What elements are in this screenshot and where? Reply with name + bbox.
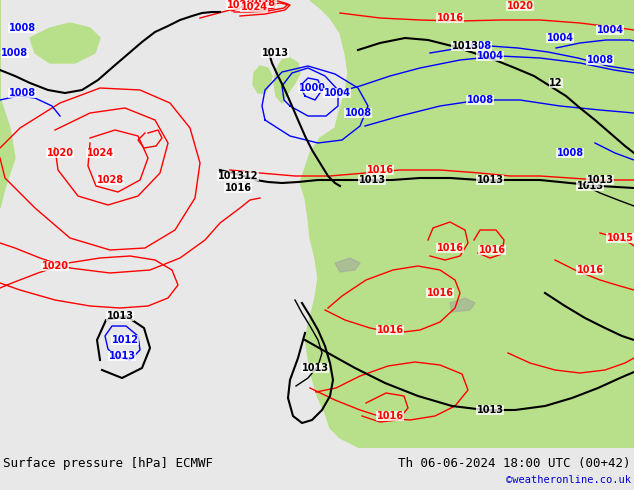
Text: 1016: 1016 [427, 288, 453, 298]
Text: 1016: 1016 [377, 411, 403, 421]
Text: 1016: 1016 [576, 265, 604, 275]
Text: 1008: 1008 [586, 55, 614, 65]
Text: 1008: 1008 [8, 23, 36, 33]
Text: 1008: 1008 [8, 88, 36, 98]
Polygon shape [253, 66, 272, 93]
Text: 1016: 1016 [479, 245, 505, 255]
Text: 1013: 1013 [358, 175, 385, 185]
Text: 1008: 1008 [344, 108, 372, 118]
Text: 1015: 1015 [607, 233, 633, 243]
Polygon shape [0, 0, 15, 208]
Text: Surface pressure [hPa] ECMWF: Surface pressure [hPa] ECMWF [3, 457, 213, 469]
Text: 1016: 1016 [366, 165, 394, 175]
Text: 1008: 1008 [1, 48, 29, 58]
Text: 1024: 1024 [240, 2, 268, 12]
Text: 1012: 1012 [112, 335, 138, 345]
Text: 1020: 1020 [46, 148, 74, 158]
Text: 1028: 1028 [249, 0, 276, 8]
Text: 1013: 1013 [451, 41, 479, 51]
Polygon shape [274, 58, 300, 103]
Text: 1028: 1028 [96, 175, 124, 185]
Text: 1013: 1013 [108, 351, 136, 361]
Text: 1008: 1008 [557, 148, 583, 158]
Text: 1016: 1016 [224, 183, 252, 193]
Text: 1013: 1013 [586, 175, 614, 185]
Text: 1004: 1004 [547, 33, 574, 43]
Text: 1004: 1004 [477, 51, 503, 61]
Text: 1016: 1016 [436, 243, 463, 253]
Text: ©weatheronline.co.uk: ©weatheronline.co.uk [506, 475, 631, 485]
Text: 1013: 1013 [261, 48, 288, 58]
Text: 1013: 1013 [477, 405, 503, 415]
Polygon shape [30, 23, 100, 63]
Text: 1020: 1020 [41, 261, 68, 271]
Text: 1020: 1020 [507, 1, 533, 11]
Polygon shape [300, 0, 634, 448]
Polygon shape [450, 298, 475, 312]
Text: 1013: 1013 [107, 311, 134, 321]
Text: 1013: 1013 [576, 181, 604, 191]
Text: 1024: 1024 [86, 148, 113, 158]
Text: 1000: 1000 [299, 83, 325, 93]
Text: 101312: 101312 [217, 171, 258, 181]
Text: 1016: 1016 [377, 325, 403, 335]
Text: 1008: 1008 [465, 41, 491, 51]
Text: 1004: 1004 [597, 25, 623, 35]
Polygon shape [340, 0, 430, 33]
Text: Th 06-06-2024 18:00 UTC (00+42): Th 06-06-2024 18:00 UTC (00+42) [398, 457, 631, 469]
Text: 1016: 1016 [436, 13, 463, 23]
Text: 12: 12 [549, 78, 563, 88]
Text: 1013: 1013 [477, 175, 503, 185]
Text: 1008: 1008 [467, 95, 493, 105]
Text: 1004: 1004 [323, 88, 351, 98]
Text: 1020: 1020 [226, 0, 254, 10]
Polygon shape [335, 258, 360, 272]
Text: 1013: 1013 [302, 363, 328, 373]
